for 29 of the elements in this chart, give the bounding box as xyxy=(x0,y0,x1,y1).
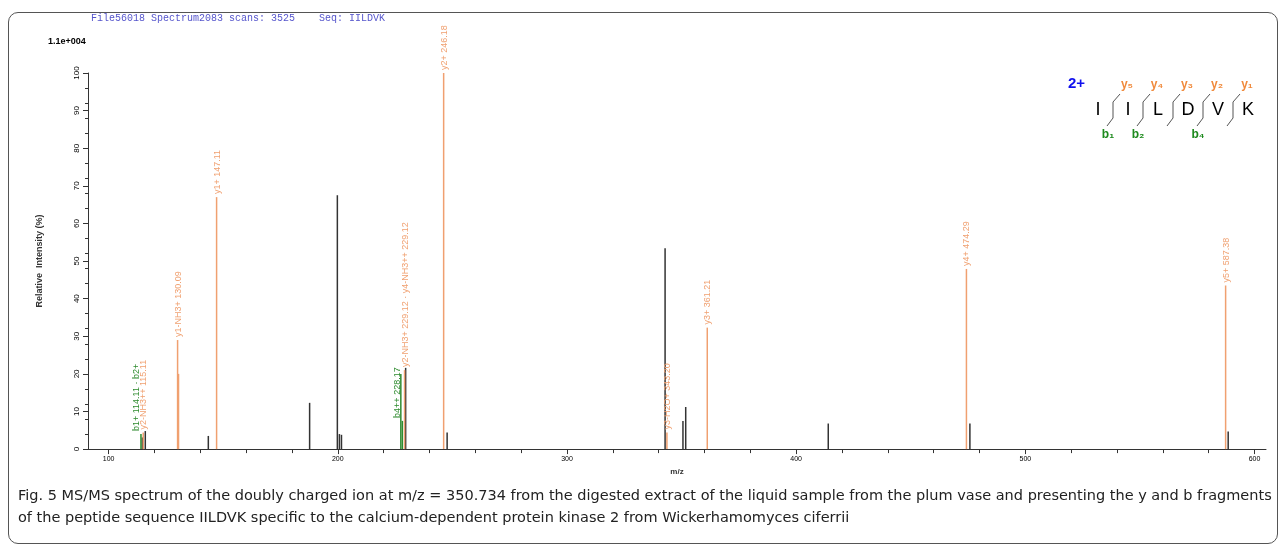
data-label: y2+ 246.18 xyxy=(438,25,449,70)
y-tick-label: 30 xyxy=(71,331,81,341)
y-tick-label: 100 xyxy=(71,65,81,80)
data-label: b4++ 228.17 xyxy=(392,367,403,418)
data-label: y3-H2O+ 343.20 xyxy=(661,363,672,430)
data-label: y1+ 147.11 xyxy=(211,149,222,195)
y-tick-label: 50 xyxy=(71,256,81,266)
data-label: y4+ 474.29 xyxy=(961,221,972,266)
y-tick-label: 40 xyxy=(71,293,81,304)
chart-title: File56018 Spectrum2083 scans: 3525 Seq: IILDVK xyxy=(91,12,386,24)
data-label: y5+ 587.38 xyxy=(1220,237,1231,283)
data-label: y1-NH3+ 130.09 xyxy=(172,271,183,338)
y-tick-label: 10 xyxy=(71,406,81,416)
y-tick-label: 90 xyxy=(71,105,81,116)
y-axis-title: Relative Intensity (%) xyxy=(33,214,44,308)
text: b₁ b₂ b₄ xyxy=(1101,127,1205,141)
text: 1.1e+004 xyxy=(48,35,86,46)
y-tick-label: 60 xyxy=(71,218,81,228)
data-label: y2-NH3+ 229.12 · y4-NH3++ 229.12 xyxy=(399,222,410,368)
data-label: y3+ 361.21 xyxy=(702,279,713,325)
y-tick-label: 20 xyxy=(71,368,81,379)
annotation: 2+ xyxy=(1068,74,1086,91)
caption: Fig. 5 MS/MS spectrum of the doubly charged ion at m/z = 350.734 from the digested extract of the liquid sample from the plum vase and presenting the y and b fragments of the peptide sequence IILDVK specific to the calcium-dependent protein kinase 2 from Wickerhamomyces ciferrii xyxy=(18,486,1273,527)
y-tick-label: 80 xyxy=(71,143,81,153)
y-tick-label: 0 xyxy=(71,446,81,452)
text: y₅ y₄ y₃ y₂ y₁ xyxy=(1120,77,1253,91)
text: I I L D V K xyxy=(1095,99,1255,119)
x-axis-title: m/z xyxy=(670,466,684,476)
y-tick-label: 70 xyxy=(71,180,81,191)
